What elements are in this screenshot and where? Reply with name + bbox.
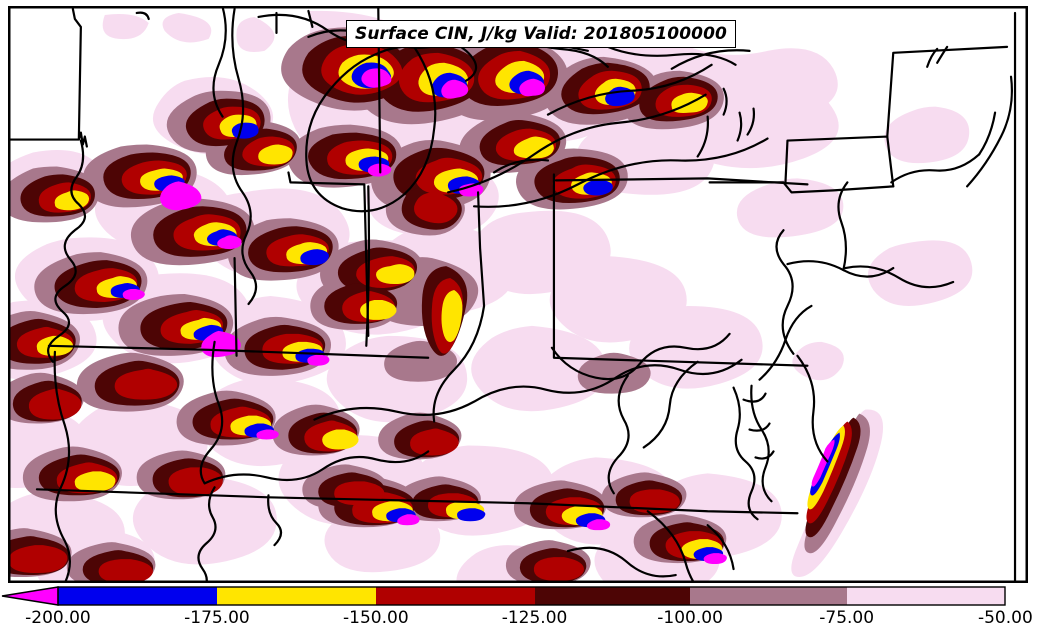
colorbar-arrow-outline xyxy=(1,586,59,606)
colorbar-tick-3: -125.00 xyxy=(501,608,568,628)
colorbar-tick-4: -100.00 xyxy=(657,608,723,628)
colorbar-strip xyxy=(1,586,1006,606)
contour-band-magenta xyxy=(122,68,835,565)
colorbar: -200.00 -175.00 -150.00 -125.00 -100.00 … xyxy=(0,585,1044,633)
colorbar-segment-yellow xyxy=(217,587,376,605)
colorbar-tick-5: -75.00 xyxy=(819,608,875,628)
page-title: Surface CIN, J/kg Valid: 201805100000 xyxy=(355,24,727,44)
colorbar-tick-6: -50.00 xyxy=(977,608,1033,628)
colorbar-segment-mauve xyxy=(690,587,847,605)
colorbar-tick-2: -150.00 xyxy=(343,608,409,628)
colorbar-segment-dark-maroon xyxy=(535,587,690,605)
colorbar-segment-pale-pink xyxy=(847,587,1005,605)
geography-outlines xyxy=(9,7,1017,582)
cin-contour-map xyxy=(9,7,1027,582)
colorbar-segment-dark-red xyxy=(376,587,535,605)
colorbar-tick-labels: -200.00 -175.00 -150.00 -125.00 -100.00 … xyxy=(0,607,1044,633)
colorbar-extend-min-arrow xyxy=(2,587,58,605)
map-panel: Surface CIN, J/kg Valid: 201805100000 xyxy=(8,6,1028,583)
map-title-box: Surface CIN, J/kg Valid: 201805100000 xyxy=(346,20,736,48)
colorbar-tick-1: -175.00 xyxy=(184,608,250,628)
colorbar-tick-0: -200.00 xyxy=(25,608,91,628)
map-frame xyxy=(9,7,1027,582)
colorbar-segment-blue xyxy=(58,587,217,605)
